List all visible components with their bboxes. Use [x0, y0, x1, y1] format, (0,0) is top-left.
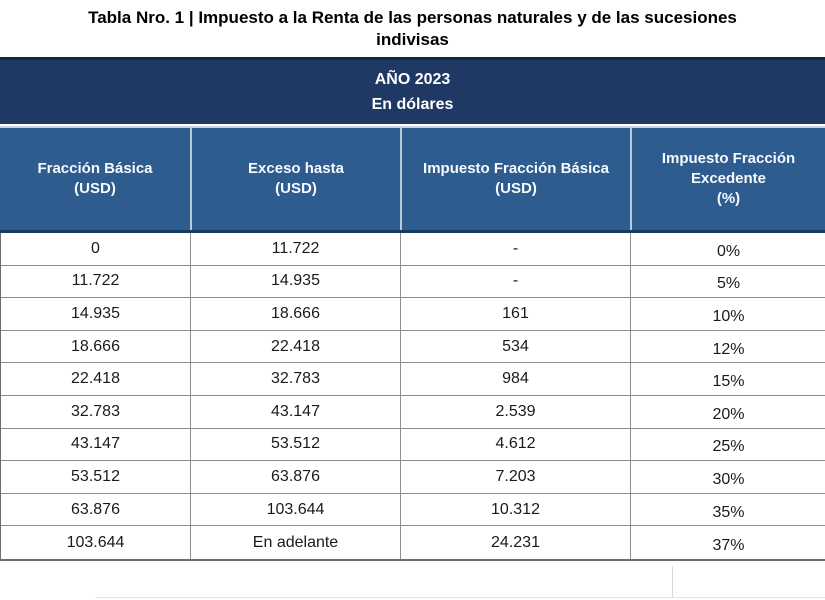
banner-currency: En dólares: [371, 96, 454, 113]
column-header-unit: (USD): [74, 180, 116, 197]
table-row: 63.876 103.644 10.312 35%: [1, 493, 825, 527]
table-cell: 534: [400, 330, 630, 364]
table-cell: 5%: [630, 265, 825, 299]
table-cell: 32.783: [190, 363, 400, 396]
table-cell: 10.312: [400, 493, 630, 527]
column-header-unit: (USD): [275, 180, 317, 197]
table-cell: 32.783: [1, 395, 190, 429]
table-row: 103.644 En adelante 24.231 37%: [1, 526, 825, 559]
table-cell: 15%: [630, 363, 825, 396]
table-cell: -: [400, 233, 630, 266]
table-cell: 2.539: [400, 395, 630, 429]
table-cell: 0: [1, 233, 190, 266]
table-row: 22.418 32.783 984 15%: [1, 363, 825, 396]
table-cell: 18.666: [190, 298, 400, 331]
table-cell: 14.935: [190, 265, 400, 299]
table-row: 43.147 53.512 4.612 25%: [1, 428, 825, 462]
column-header-label: Impuesto Fracción Básica: [423, 160, 609, 177]
table-cell: -: [400, 265, 630, 299]
page-title: Tabla Nro. 1 | Impuesto a la Renta de la…: [0, 0, 825, 51]
table-cell: 37%: [630, 526, 825, 559]
scan-artifact-horizontal-line: [95, 597, 825, 598]
table-cell: 24.231: [400, 526, 630, 559]
table-cell: 53.512: [1, 461, 190, 494]
column-header-label: Exceso hasta: [248, 160, 344, 177]
page-title-line-1: Tabla Nro. 1 | Impuesto a la Renta de la…: [88, 8, 737, 27]
table-cell: 63.876: [1, 493, 190, 527]
table-cell: 161: [400, 298, 630, 331]
table-cell: 30%: [630, 461, 825, 494]
table-cell: 10%: [630, 298, 825, 331]
table-cell: 11.722: [190, 233, 400, 266]
table-cell: 0%: [630, 233, 825, 266]
table-cell: 4.612: [400, 428, 630, 462]
table-cell: 43.147: [190, 395, 400, 429]
table-body: 0 11.722 - 0% 11.722 14.935 - 5% 14.935 …: [0, 233, 825, 561]
table-cell: 18.666: [1, 330, 190, 364]
table-cell: 14.935: [1, 298, 190, 331]
table-cell: En adelante: [190, 526, 400, 559]
table-row: 53.512 63.876 7.203 30%: [1, 461, 825, 494]
table-cell: 12%: [630, 330, 825, 364]
column-header-exceso-hasta: Exceso hasta (USD): [190, 128, 400, 230]
table-cell: 25%: [630, 428, 825, 462]
table-cell: 63.876: [190, 461, 400, 494]
column-header-label: Fracción Básica: [37, 160, 153, 177]
table-cell: 20%: [630, 395, 825, 429]
table-cell: 984: [400, 363, 630, 396]
table-header-row: Fracción Básica (USD) Exceso hasta (USD)…: [0, 126, 825, 233]
table-row: 0 11.722 - 0%: [1, 233, 825, 266]
page-title-line-2: indivisas: [376, 30, 449, 49]
table-cell: 11.722: [1, 265, 190, 299]
year-banner: AÑO 2023 En dólares: [0, 57, 825, 124]
column-header-fraccion-basica: Fracción Básica (USD): [0, 128, 190, 230]
table-cell: 35%: [630, 493, 825, 527]
column-header-unit: (USD): [495, 180, 537, 197]
column-header-label: Impuesto Fracción Excedente: [661, 150, 796, 187]
table-row: 11.722 14.935 - 5%: [1, 265, 825, 299]
table-cell: 53.512: [190, 428, 400, 462]
table-cell: 22.418: [1, 363, 190, 396]
banner-year: AÑO 2023: [374, 71, 451, 88]
table-row: 18.666 22.418 534 12%: [1, 330, 825, 364]
column-header-impuesto-fraccion-basica: Impuesto Fracción Básica (USD): [400, 128, 630, 230]
table-cell: 22.418: [190, 330, 400, 364]
table-cell: 7.203: [400, 461, 630, 494]
table-row: 32.783 43.147 2.539 20%: [1, 395, 825, 429]
column-header-unit: (%): [716, 190, 741, 207]
table-row: 14.935 18.666 161 10%: [1, 298, 825, 331]
table-cell: 43.147: [1, 428, 190, 462]
table-cell: 103.644: [190, 493, 400, 527]
scan-artifact-vertical-line: [672, 566, 673, 598]
table-cell: 103.644: [1, 526, 190, 559]
column-header-impuesto-fraccion-excedente: Impuesto Fracción Excedente (%): [630, 128, 825, 230]
